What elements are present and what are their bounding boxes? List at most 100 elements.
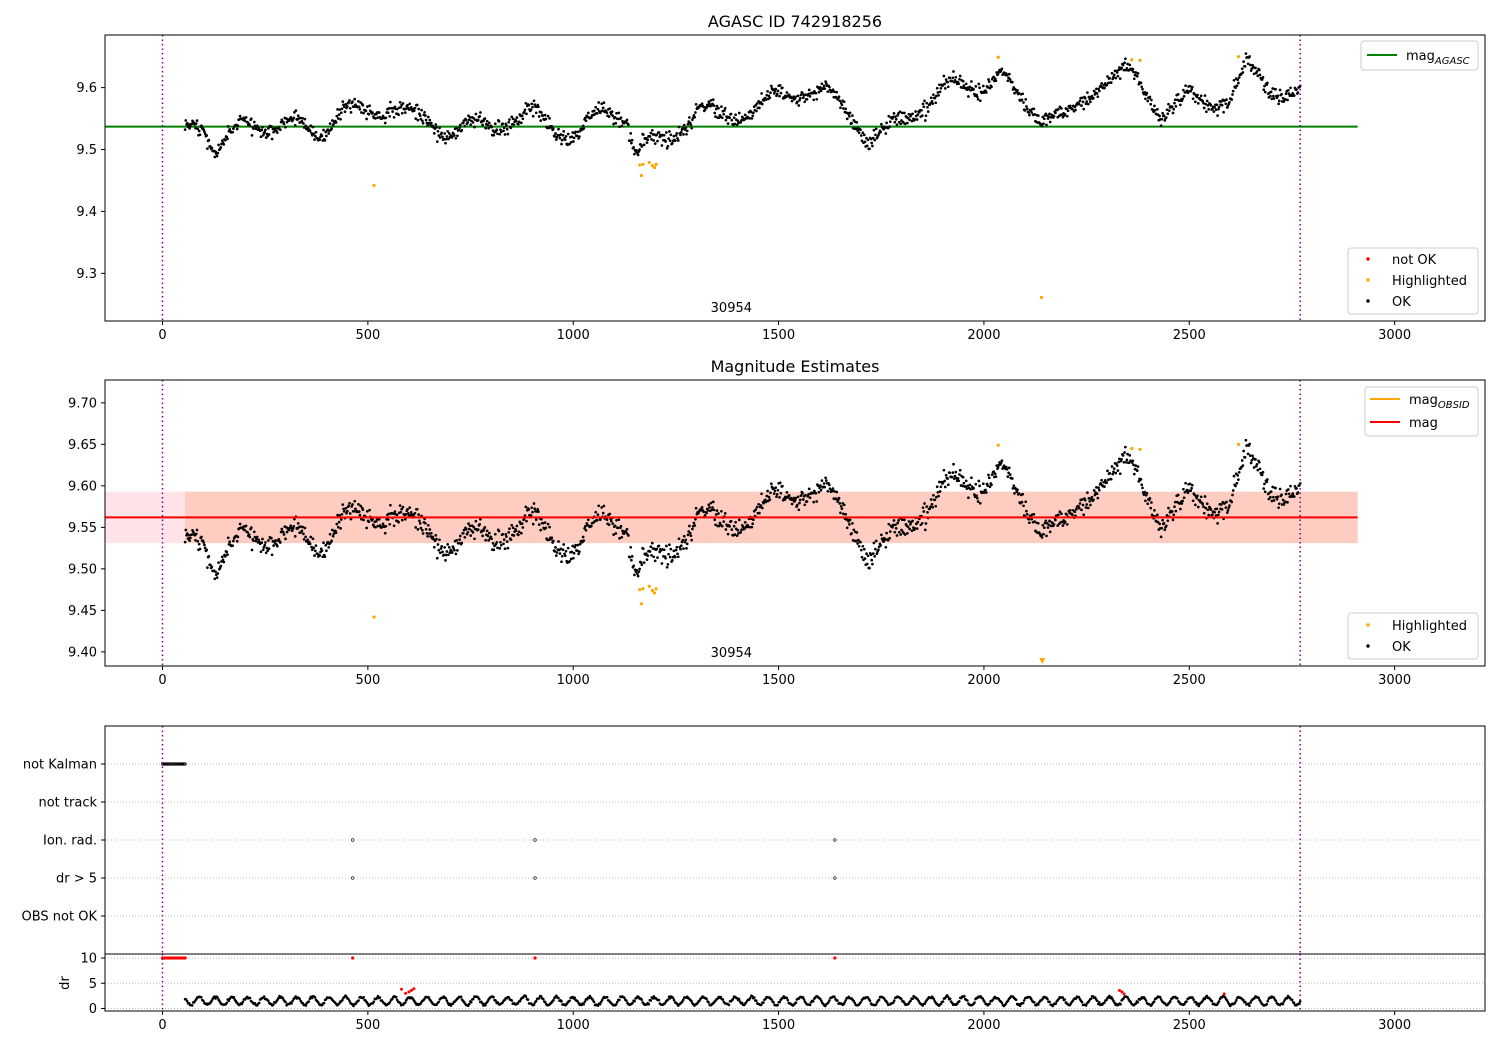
ok-data-point (617, 518, 621, 522)
ok-data-point (602, 504, 606, 508)
legend-lower: not OK Highlighted OK (1347, 247, 1479, 315)
ok-data-point (313, 138, 316, 141)
ok-data-point (1267, 497, 1271, 501)
ok-data-point (1184, 84, 1187, 88)
ok-data-point (948, 471, 952, 475)
ok-data-point (304, 535, 307, 539)
ok-data-point (956, 477, 960, 480)
ok-data-point (1140, 85, 1144, 89)
dr-flagged-point (1222, 992, 1226, 996)
ok-data-point (252, 127, 255, 130)
ok-data-point (839, 504, 843, 508)
ok-data-point (757, 100, 760, 103)
flag-point (168, 762, 172, 766)
ok-data-point (332, 532, 336, 536)
ok-data-point (1203, 94, 1207, 97)
dr-data-point (647, 1002, 651, 1006)
ok-data-point (833, 90, 836, 94)
ok-data-point (1286, 98, 1289, 102)
ok-data-point (1046, 526, 1050, 529)
ok-data-point (689, 534, 693, 538)
ok-data-point (267, 127, 270, 130)
ok-data-point (310, 545, 313, 549)
ok-data-point (207, 554, 211, 558)
ok-data-point (859, 548, 863, 552)
ok-data-point (944, 473, 948, 477)
ok-data-point (1077, 102, 1081, 106)
ok-data-point (1211, 107, 1214, 111)
ok-data-point (755, 505, 759, 509)
ok-data-point (850, 121, 853, 125)
dr-data-point (1265, 1002, 1268, 1006)
ok-data-point (413, 106, 417, 110)
ok-data-point (304, 124, 307, 128)
ok-data-point (615, 111, 618, 115)
ok-data-point (862, 547, 866, 551)
ok-data-point (1128, 454, 1132, 457)
ok-data-point (978, 484, 981, 488)
ok-data-point (1270, 97, 1274, 101)
flag-point (162, 762, 167, 766)
ok-data-point (280, 527, 284, 531)
ok-data-point (1089, 503, 1092, 507)
ok-data-point (817, 90, 821, 94)
ok-data-point (1159, 124, 1163, 128)
ok-data-point (357, 100, 360, 103)
dr-data-point (874, 1003, 878, 1006)
dr-data-point (1266, 999, 1269, 1003)
ok-data-point (365, 105, 369, 108)
ok-data-point (284, 125, 287, 129)
ok-data-point (817, 490, 821, 494)
ok-data-point (1086, 491, 1089, 494)
ok-data-point (807, 487, 811, 491)
ok-data-point (525, 112, 528, 116)
ok-data-point (734, 520, 737, 524)
ok-data-point (1276, 94, 1280, 98)
ok-data-point (1193, 100, 1197, 104)
ok-data-point (1188, 84, 1192, 88)
ok-data-point (206, 566, 209, 569)
ok-data-point (1174, 509, 1178, 513)
ok-data-point (551, 539, 555, 543)
ok-data-point (381, 522, 385, 526)
ok-data-point (493, 532, 497, 536)
ok-data-point (450, 136, 454, 139)
ok-data-point (339, 117, 342, 121)
ok-data-point (961, 86, 964, 90)
dr-data-point (631, 1001, 634, 1005)
ok-data-point (555, 551, 559, 554)
ok-data-point (884, 545, 888, 549)
ok-data-point (1048, 530, 1052, 534)
chart-title: AGASC ID 742918256 (708, 12, 882, 31)
ok-data-point (376, 524, 380, 528)
x-tick-label: 500 (355, 328, 380, 343)
ok-data-point (1277, 506, 1280, 510)
ok-data-point (740, 528, 743, 532)
ok-data-point (693, 115, 697, 119)
ok-data-point (961, 79, 965, 83)
ok-data-point (1181, 97, 1184, 101)
ok-data-point (1016, 488, 1019, 492)
ok-data-point (981, 84, 985, 88)
ok-data-point (1161, 111, 1164, 115)
ok-data-point (967, 496, 970, 500)
ok-data-point (1027, 111, 1031, 114)
ok-data-point (213, 155, 217, 159)
ok-data-point (938, 90, 942, 94)
dr-data-point (1136, 1001, 1140, 1004)
ok-data-point (793, 498, 797, 502)
ok-data-point (709, 501, 713, 505)
ok-data-point (1180, 502, 1184, 505)
ok-data-point (1114, 76, 1118, 80)
ok-data-point (1124, 460, 1128, 464)
ok-data-point (503, 547, 507, 551)
ok-data-point (596, 513, 600, 517)
ok-data-point (713, 518, 717, 522)
dr-data-point (568, 999, 571, 1003)
ok-data-point (476, 528, 480, 531)
ok-data-point (776, 89, 780, 93)
dr-data-point (1248, 1004, 1251, 1007)
ok-data-point (365, 509, 369, 513)
ok-data-point (339, 527, 342, 530)
ok-data-point (669, 547, 673, 551)
